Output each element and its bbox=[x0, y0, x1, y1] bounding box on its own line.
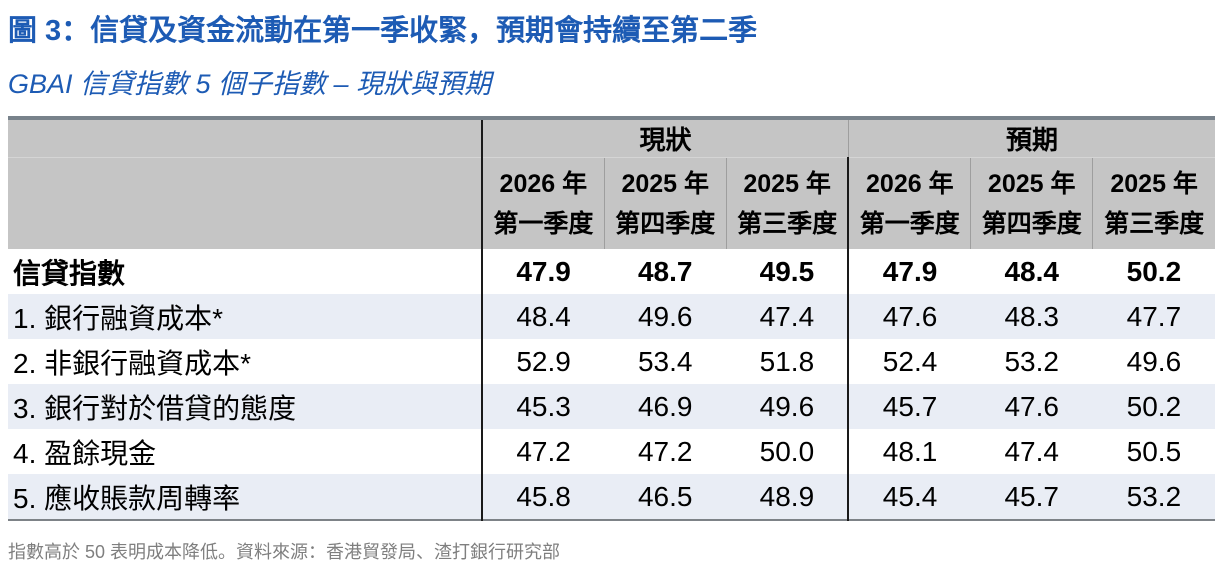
credit-index-table: 現狀 預期 2026 年 第一季度 2025 年 第四季度 2025 年 第三季… bbox=[8, 116, 1215, 521]
value-cell: 50.5 bbox=[1126, 435, 1182, 467]
group-header-expected: 預期 bbox=[847, 118, 1215, 158]
value-cell: 49.6 bbox=[1126, 345, 1182, 377]
value-cell: 46.9 bbox=[637, 390, 693, 422]
value-cell: 48.4 bbox=[1004, 255, 1059, 287]
figure-subtitle: GBAI 信貸指數 5 個子指數 – 現狀與預期 bbox=[8, 69, 492, 99]
value-cell: 53.2 bbox=[1004, 345, 1059, 377]
value-cell: 47.6 bbox=[1004, 390, 1059, 422]
value-cell: 47.2 bbox=[637, 435, 693, 467]
value-cell: 45.8 bbox=[480, 474, 605, 520]
value-cell: 45.3 bbox=[480, 384, 605, 429]
column-header-row: 2026 年 第一季度 2025 年 第四季度 2025 年 第三季度 2026… bbox=[8, 157, 1215, 249]
column-header: 2025 年 第三季度 bbox=[1092, 157, 1215, 249]
value-cell: 45.7 bbox=[1004, 480, 1059, 512]
row-label: 1. 銀行融資成本* bbox=[13, 302, 224, 334]
column-header-year: 2025 年 bbox=[621, 169, 710, 198]
column-header-quarter: 第三季度 bbox=[1104, 209, 1205, 238]
value-cell: 46.5 bbox=[637, 480, 693, 512]
row-label: 4. 盈餘現金 bbox=[13, 437, 157, 469]
value-cell: 53.2 bbox=[1126, 480, 1182, 512]
value-cell: 45.7 bbox=[847, 384, 971, 429]
value-cell: 53.4 bbox=[637, 345, 693, 377]
value-cell: 47.6 bbox=[847, 294, 971, 339]
value-cell: 47.7 bbox=[1126, 300, 1182, 332]
group-header-row: 現狀 預期 bbox=[8, 118, 1215, 158]
table-row: 1. 銀行融資成本* 48.4 49.6 47.4 47.6 48.3 47.7 bbox=[8, 294, 1215, 339]
row-label: 3. 銀行對於借貸的態度 bbox=[13, 392, 297, 424]
column-header: 2025 年 第三季度 bbox=[725, 157, 849, 249]
value-cell: 52.9 bbox=[480, 339, 605, 384]
table-row: 5. 應收賬款周轉率 45.8 46.5 48.9 45.4 45.7 53.2 bbox=[8, 474, 1215, 520]
table-row: 3. 銀行對於借貸的態度 45.3 46.9 49.6 45.7 47.6 50… bbox=[8, 384, 1215, 429]
value-cell: 49.6 bbox=[759, 390, 815, 422]
value-cell: 48.1 bbox=[847, 429, 971, 474]
corner-cell bbox=[8, 118, 482, 158]
figure-container: 圖 3：信貸及資金流動在第一季收緊，預期會持續至第二季 GBAI 信貸指數 5 … bbox=[8, 15, 1215, 562]
value-cell: 47.4 bbox=[759, 300, 815, 332]
value-cell: 45.4 bbox=[847, 474, 971, 520]
value-cell: 48.9 bbox=[759, 480, 815, 512]
column-header: 2026 年 第一季度 bbox=[480, 157, 605, 249]
row-label: 5. 應收賬款周轉率 bbox=[13, 482, 241, 514]
value-cell: 47.4 bbox=[1004, 435, 1059, 467]
value-cell: 51.8 bbox=[759, 345, 815, 377]
column-header-quarter: 第一季度 bbox=[859, 209, 960, 238]
column-header-year: 2025 年 bbox=[743, 169, 831, 198]
table-row-credit-index: 信貸指數 47.9 48.7 49.5 47.9 48.4 50.2 bbox=[8, 249, 1215, 294]
source-note: 指數高於 50 表明成本降低。資料來源：香港貿發局、渣打銀行研究部 bbox=[8, 542, 561, 562]
value-cell: 48.7 bbox=[637, 255, 693, 287]
value-cell: 50.2 bbox=[1126, 390, 1182, 422]
value-cell: 48.4 bbox=[480, 294, 605, 339]
value-cell: 47.9 bbox=[480, 249, 605, 294]
column-header-quarter: 第四季度 bbox=[981, 209, 1082, 238]
table-row: 4. 盈餘現金 47.2 47.2 50.0 48.1 47.4 50.5 bbox=[8, 429, 1215, 474]
value-cell: 49.5 bbox=[759, 255, 815, 287]
column-header: 2025 年 第四季度 bbox=[603, 157, 727, 249]
column-header-year: 2025 年 bbox=[1110, 169, 1198, 198]
value-cell: 52.4 bbox=[847, 339, 971, 384]
column-header-quarter: 第四季度 bbox=[615, 209, 716, 238]
column-header-quarter: 第三季度 bbox=[737, 209, 838, 238]
value-cell: 48.3 bbox=[1004, 300, 1059, 332]
column-header: 2026 年 第一季度 bbox=[847, 157, 971, 249]
value-cell: 47.9 bbox=[847, 249, 971, 294]
column-header-year: 2026 年 bbox=[499, 169, 588, 198]
column-header-quarter: 第一季度 bbox=[493, 209, 594, 238]
value-cell: 50.2 bbox=[1126, 255, 1182, 287]
value-cell: 49.6 bbox=[637, 300, 693, 332]
group-header-current: 現狀 bbox=[480, 118, 849, 158]
corner-cell bbox=[8, 157, 482, 249]
column-header-year: 2025 年 bbox=[987, 169, 1076, 198]
table-row: 2. 非銀行融資成本* 52.9 53.4 51.8 52.4 53.2 49.… bbox=[8, 339, 1215, 384]
column-header-year: 2026 年 bbox=[866, 169, 954, 198]
row-label: 信貸指數 bbox=[13, 257, 126, 289]
value-cell: 47.2 bbox=[480, 429, 605, 474]
value-cell: 50.0 bbox=[759, 435, 815, 467]
column-header: 2025 年 第四季度 bbox=[970, 157, 1093, 249]
row-label: 2. 非銀行融資成本* bbox=[13, 347, 252, 379]
figure-title: 圖 3：信貸及資金流動在第一季收緊，預期會持續至第二季 bbox=[8, 15, 758, 47]
